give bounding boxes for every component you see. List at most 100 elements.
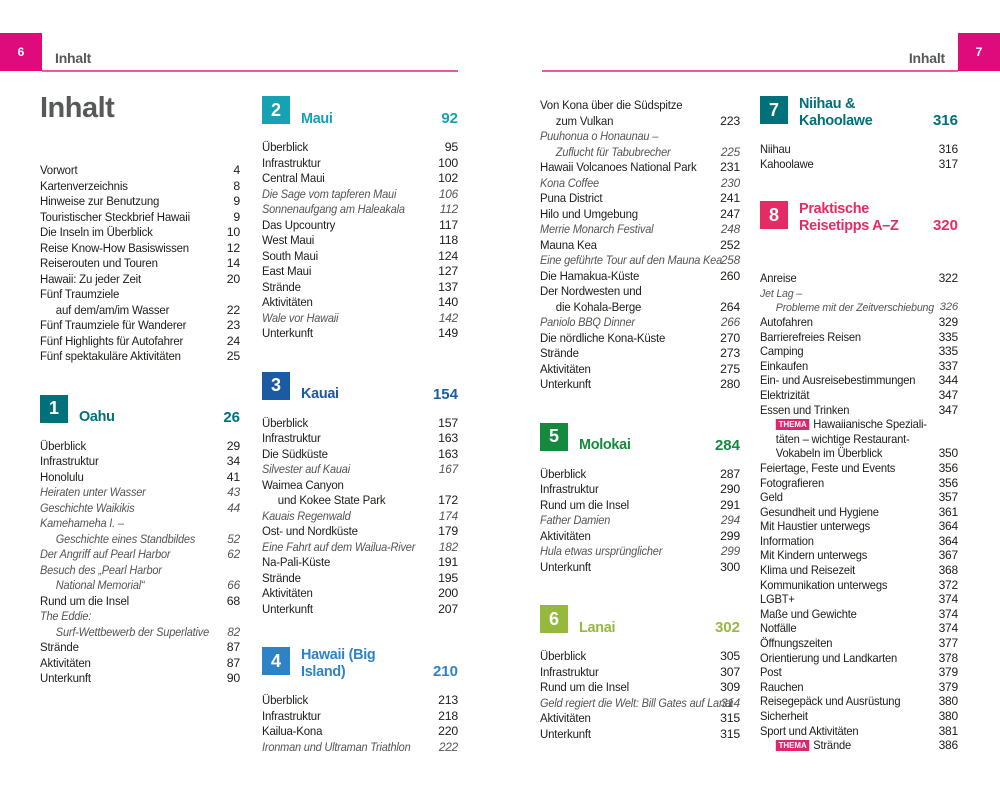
entry-page-number: 102: [438, 171, 458, 185]
entry-label: Hilo und Umgebung: [540, 206, 638, 221]
entry-label: Kahoolawe: [760, 156, 814, 171]
entry-label: Reisegepäck und Ausrüstung: [760, 694, 901, 709]
entry-page-number: 273: [720, 346, 740, 360]
toc-entry: Hawaii: Zu jeder Zeit 20: [40, 272, 240, 288]
toc-entry: THEMA Strände 386: [760, 738, 958, 753]
entry-page-number: 381: [938, 723, 959, 738]
section-header: 4 Hawaii (Big Island) 210: [262, 646, 458, 681]
toc-entry: Infrastruktur 218: [262, 709, 458, 725]
entry-page-number: 179: [438, 524, 458, 538]
entry-page-number: 22: [226, 302, 240, 317]
toc-entry-list: Überblick 213 Infrastruktur 218 Kailua-Kona 2…: [262, 693, 458, 755]
entry-label: Sport und Aktivitäten: [760, 723, 859, 738]
toc-entry: East Maui 127: [262, 264, 458, 280]
entry-label: Ein- und Ausreisebestimmungen: [760, 373, 916, 388]
section-header: 1 Oahu 26: [40, 394, 240, 427]
entry-label: Fünf Traumziele für Wanderer: [40, 318, 187, 332]
entry-page-number: 264: [720, 299, 740, 314]
entry-label: Strände: [40, 640, 79, 654]
entry-page-number: 347: [938, 402, 959, 417]
toc-entry: Die Sage vom tapferen Maui 106: [262, 187, 458, 203]
entry-page-number: 260: [720, 268, 740, 283]
entry-label: Sonnenaufgang am Haleakala: [262, 202, 405, 216]
toc-entry: Fünf spektakuläre Aktivitäten 25: [40, 349, 240, 365]
entry-page-number: 90: [226, 671, 240, 685]
toc-entry: Fünf Highlights für Autofahrer 24: [40, 334, 240, 350]
toc-entry-list: Überblick 305 Infrastruktur 307 Rund um die …: [540, 649, 740, 742]
entry-label: South Maui: [262, 248, 319, 263]
entry-label: Puna District: [540, 191, 603, 205]
entry-label: Hawaii Volcanoes National Park: [540, 160, 697, 174]
entry-page-number: 350: [938, 446, 959, 461]
entry-page-number: 266: [720, 315, 740, 329]
toc-entry: Die Inseln im Überblick 10: [40, 225, 240, 241]
entry-page-number: 290: [720, 482, 740, 496]
section-number-box: 8: [760, 201, 788, 230]
section-title: Kauai: [301, 385, 339, 402]
toc-entry: Waimea Canyon: [262, 478, 458, 494]
toc-entry: Überblick 287: [540, 467, 740, 483]
section-header: 3 Kauai 154: [262, 371, 458, 404]
toc-entry: Information 364: [760, 534, 958, 549]
toc-entry: Infrastruktur 290: [540, 482, 740, 498]
section-title: Maui: [301, 109, 333, 127]
toc-entry: Surf-Wettbewerb der Superlative 82: [40, 625, 240, 641]
entry-label: Überblick: [262, 415, 308, 430]
entry-page-number: 241: [720, 191, 740, 205]
toc-entry: THEMA Hawaiianische Speziali-: [760, 417, 958, 432]
section-header: 2 Maui 92: [262, 96, 458, 128]
entry-page-number: 230: [720, 175, 740, 190]
entry-page-number: 163: [438, 446, 458, 461]
entry-label: Maße und Gewichte: [760, 606, 857, 621]
toc-entry: Ironman und Ultraman Triathlon 222: [262, 740, 458, 756]
section-page-number: 92: [441, 110, 458, 127]
toc-entry: Probleme mit der Zeitverschiebung 326: [760, 300, 958, 315]
entry-label: Der Nordwesten und: [540, 284, 642, 298]
entry-label: Paniolo BBQ Dinner: [540, 315, 635, 329]
toc-entry: Unterkunft 315: [540, 727, 740, 743]
toc-entry: Notfälle 374: [760, 621, 958, 636]
entry-label: Unterkunft: [540, 377, 591, 391]
entry-page-number: 167: [438, 462, 458, 476]
entry-label: Strände: [262, 279, 301, 294]
entry-page-number: 270: [720, 330, 740, 345]
toc-entry: Unterkunft 207: [262, 602, 458, 618]
entry-page-number: 200: [438, 586, 458, 600]
entry-label: Geschichte eines Standbildes: [55, 531, 196, 546]
entry-label: Die nördliche Kona-Küste: [540, 330, 666, 345]
toc-entry: Öffnungszeiten 377: [760, 636, 958, 651]
entry-label: National Memorial“: [55, 578, 145, 592]
section-number-box: 2: [262, 96, 290, 124]
toc-entry-list: Überblick 29 Infrastruktur 34 Honolulu 41 Heir…: [40, 439, 240, 687]
section-page-number: 284: [714, 436, 740, 454]
entry-label: Unterkunft: [540, 726, 591, 741]
header-rule-right: [542, 70, 958, 72]
toc-entry: National Memorial“ 66: [40, 578, 240, 594]
entry-page-number: 294: [720, 513, 740, 527]
toc-entry: Überblick 213: [262, 693, 458, 709]
entry-label: Na-Pali-Küste: [262, 555, 331, 569]
toc-entry: Mauna Kea 252: [540, 238, 740, 254]
entry-label: Infrastruktur: [262, 155, 321, 170]
entry-page-number: 287: [720, 466, 740, 481]
entry-label: Die Inseln im Überblick: [40, 225, 153, 239]
entry-label: Hula etwas ursprünglicher: [540, 544, 663, 558]
entry-label: Aktivitäten: [540, 361, 591, 376]
section-number-box: 7: [760, 96, 788, 124]
toc-entry: Feiertage, Feste und Events 356: [760, 461, 958, 476]
entry-page-number: 368: [938, 563, 959, 578]
entry-label: Reiserouten und Touren: [40, 256, 158, 270]
entry-page-number: 29: [226, 438, 240, 453]
entry-label: LGBT+: [760, 592, 795, 607]
entry-label: Vorwort: [40, 163, 78, 177]
entry-page-number: 43: [227, 485, 240, 499]
entry-label: Der Angriff auf Pearl Harbor: [40, 547, 171, 561]
toc-entry: Mit Haustier unterwegs 364: [760, 519, 958, 534]
entry-page-number: 299: [720, 528, 740, 543]
entry-page-number: 9: [233, 209, 240, 224]
entry-page-number: 314: [720, 695, 740, 710]
entry-page-number: 117: [438, 217, 458, 232]
toc-entry: täten – wichtige Restaurant-: [760, 432, 958, 447]
toc-entry-list: Überblick 157 Infrastruktur 163 Die Südküste…: [262, 416, 458, 618]
entry-page-number: 82: [227, 624, 240, 639]
